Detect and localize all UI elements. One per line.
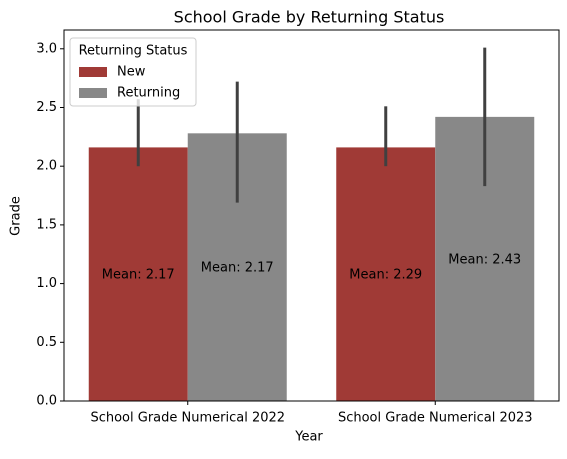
annotation: Mean: 2.43: [448, 252, 521, 267]
y-tick-label: 1.0: [36, 276, 57, 291]
y-axis-label: Grade: [9, 196, 24, 236]
y-tick-label: 0.5: [36, 335, 57, 350]
plot-frame: [63, 29, 560, 402]
chart-title: School Grade by Returning Status: [174, 8, 445, 27]
x-tick-label: School Grade Numerical 2023: [338, 411, 533, 426]
y-tick-label: 2.5: [36, 100, 57, 115]
y-tick-label: 2.0: [36, 159, 57, 174]
legend-label: New: [117, 65, 146, 80]
legend-swatch: [79, 88, 107, 98]
x-axis-label: Year: [294, 430, 323, 445]
y-tick-label: 3.0: [36, 41, 57, 56]
annotation: Mean: 2.17: [201, 261, 274, 276]
x-tick-label: School Grade Numerical 2022: [90, 411, 285, 426]
legend-swatch: [79, 67, 107, 77]
y-tick-label: 1.5: [36, 217, 57, 232]
annotation: Mean: 2.17: [102, 268, 175, 283]
bar: [336, 147, 436, 401]
bar: [88, 147, 188, 401]
annotation: Mean: 2.29: [349, 268, 422, 283]
legend-label: Returning: [117, 86, 180, 101]
legend-title: Returning Status: [79, 44, 188, 59]
y-tick-label: 0.0: [36, 394, 57, 409]
